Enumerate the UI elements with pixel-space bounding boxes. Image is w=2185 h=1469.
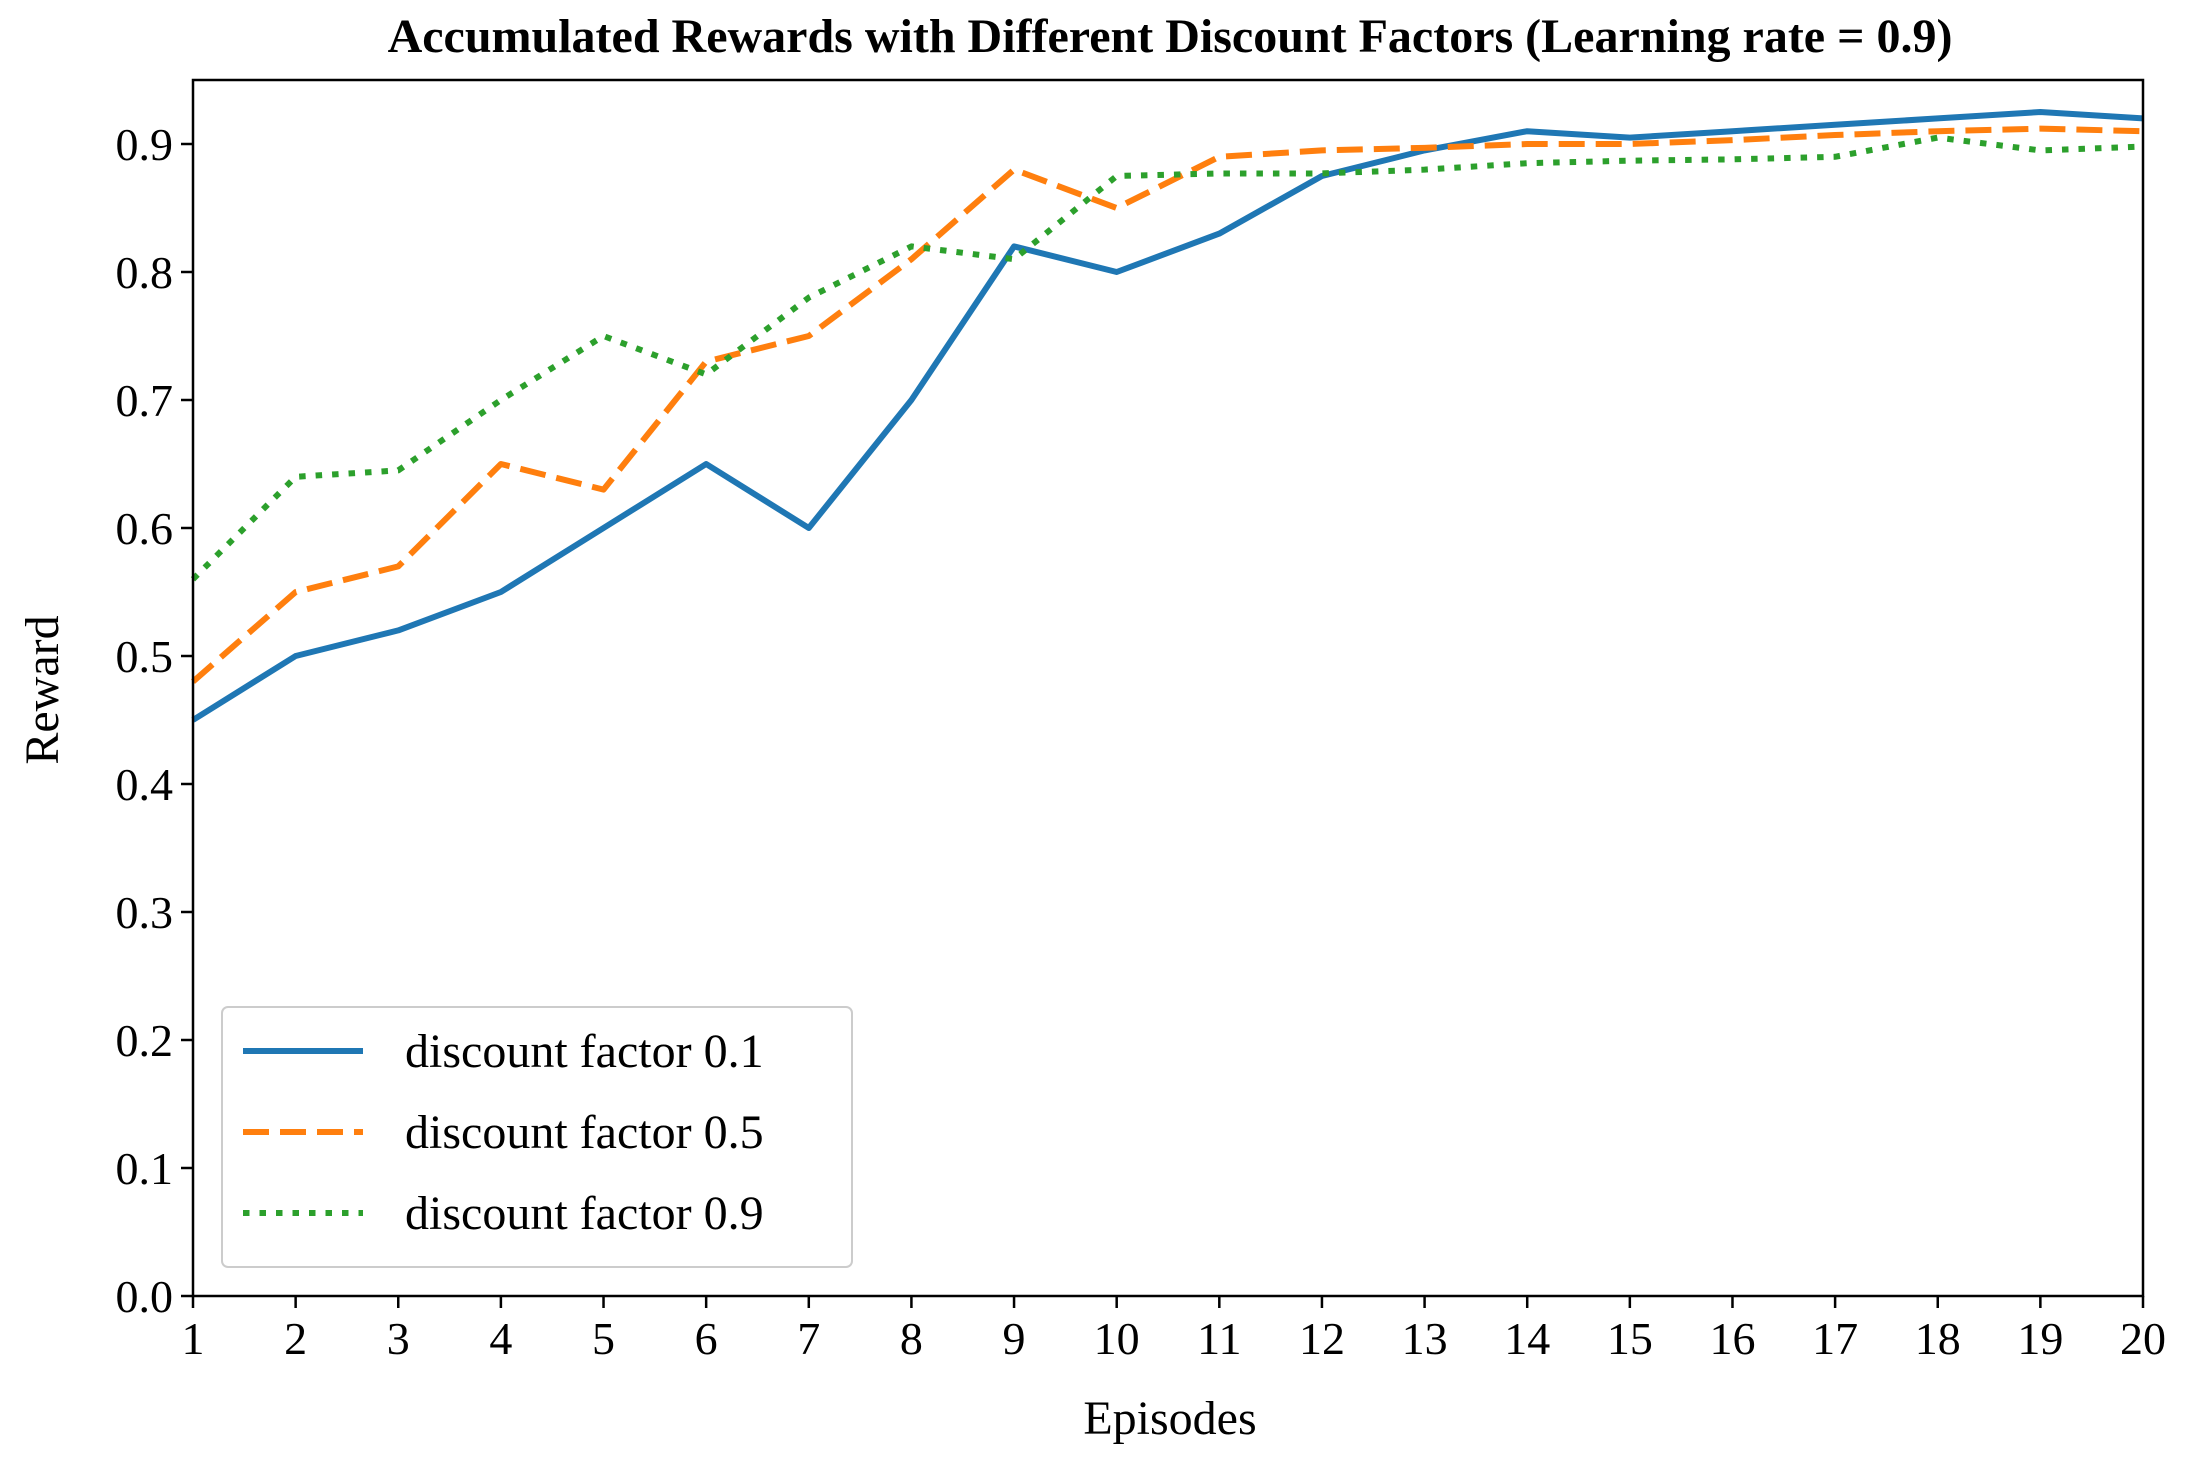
x-tick-label: 18 — [1915, 1313, 1961, 1364]
x-tick-label: 5 — [592, 1313, 615, 1364]
plot-area — [190, 109, 2144, 723]
x-tick-label: 10 — [1094, 1313, 1140, 1364]
x-tick-label: 16 — [1709, 1313, 1755, 1364]
axes-frame — [191, 78, 2145, 1298]
y-tick-label: 0.9 — [116, 119, 174, 170]
y-tick-label: 0.4 — [116, 759, 174, 810]
x-tick-label: 7 — [797, 1313, 820, 1364]
x-tick-label: 15 — [1607, 1313, 1653, 1364]
legend-frame — [221, 1006, 853, 1268]
x-tick-label: 14 — [1504, 1313, 1550, 1364]
x-tick-label: 2 — [284, 1313, 307, 1364]
y-tick-label: 0.0 — [116, 1271, 174, 1322]
x-axis-label: Episodes — [1083, 1392, 1256, 1445]
legend: discount factor 0.1 discount factor 0.5 di… — [221, 1006, 853, 1268]
x-tick-label: 20 — [2120, 1313, 2166, 1364]
y-tick-label: 0.8 — [116, 247, 174, 298]
x-tick-label: 9 — [1003, 1313, 1026, 1364]
y-tick-label: 0.7 — [116, 375, 174, 426]
x-tick-label: 19 — [2017, 1313, 2063, 1364]
x-tick-label: 12 — [1299, 1313, 1345, 1364]
chart-title: Accumulated Rewards with Different Disco… — [388, 10, 1953, 63]
y-tick-label: 0.2 — [116, 1015, 174, 1066]
y-tick-label: 0.1 — [116, 1143, 174, 1194]
x-tick-label: 17 — [1812, 1313, 1858, 1364]
series-line-1 — [191, 109, 2144, 723]
legend-label-3: discount factor 0.9 — [405, 1187, 764, 1240]
x-tick-label: 11 — [1197, 1313, 1241, 1364]
x-tick-label: 3 — [387, 1313, 410, 1364]
y-tick-label: 0.6 — [116, 503, 174, 554]
y-tick-label: 0.3 — [116, 887, 174, 938]
x-tick-label: 1 — [182, 1313, 205, 1364]
y-tick-label: 0.5 — [116, 631, 174, 682]
x-tick-label: 4 — [489, 1313, 512, 1364]
y-axis-label: Reward — [16, 615, 69, 764]
legend-label-1: discount factor 0.1 — [405, 1025, 764, 1078]
series-line-3 — [190, 134, 2144, 582]
series-line-2 — [191, 125, 2144, 684]
x-tick-label: 13 — [1402, 1313, 1448, 1364]
legend-label-2: discount factor 0.5 — [405, 1106, 764, 1159]
x-tick-label: 6 — [695, 1313, 718, 1364]
x-tick-label: 8 — [900, 1313, 923, 1364]
axes: 1 2 3 4 5 6 7 8 9 10 11 12 13 14 15 16 17 18 19 200.00.10.2… — [116, 78, 2166, 1364]
